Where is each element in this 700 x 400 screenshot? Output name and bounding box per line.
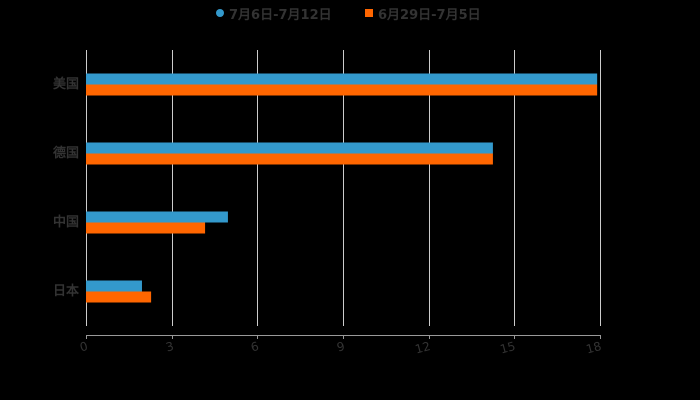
- bar-1[interactable]: [86, 73, 598, 85]
- legend-label: 7月6日-7月12日: [229, 7, 332, 23]
- bar-1[interactable]: [86, 142, 493, 154]
- bar-2[interactable]: [86, 222, 206, 234]
- y-category-label: 德国: [52, 145, 79, 161]
- bar-1[interactable]: [86, 280, 142, 292]
- chart-legend: 7月6日-7月12日 6月29日-7月5日: [0, 3, 700, 23]
- y-category-label: 中国: [52, 214, 79, 230]
- legend-label: 6月29日-7月5日: [378, 7, 481, 23]
- y-category-label: 美国: [52, 76, 79, 92]
- legend-item-series-1[interactable]: 7月6日-7月12日: [216, 3, 332, 23]
- circle-marker-icon: [216, 9, 224, 17]
- legend-item-series-2[interactable]: 6月29日-7月5日: [365, 3, 481, 23]
- square-marker-icon: [365, 9, 373, 17]
- y-category-label: 日本: [52, 283, 79, 299]
- bar-2[interactable]: [86, 84, 598, 96]
- bar-2[interactable]: [86, 153, 493, 165]
- bar-2[interactable]: [86, 291, 152, 303]
- bar-1[interactable]: [86, 211, 228, 223]
